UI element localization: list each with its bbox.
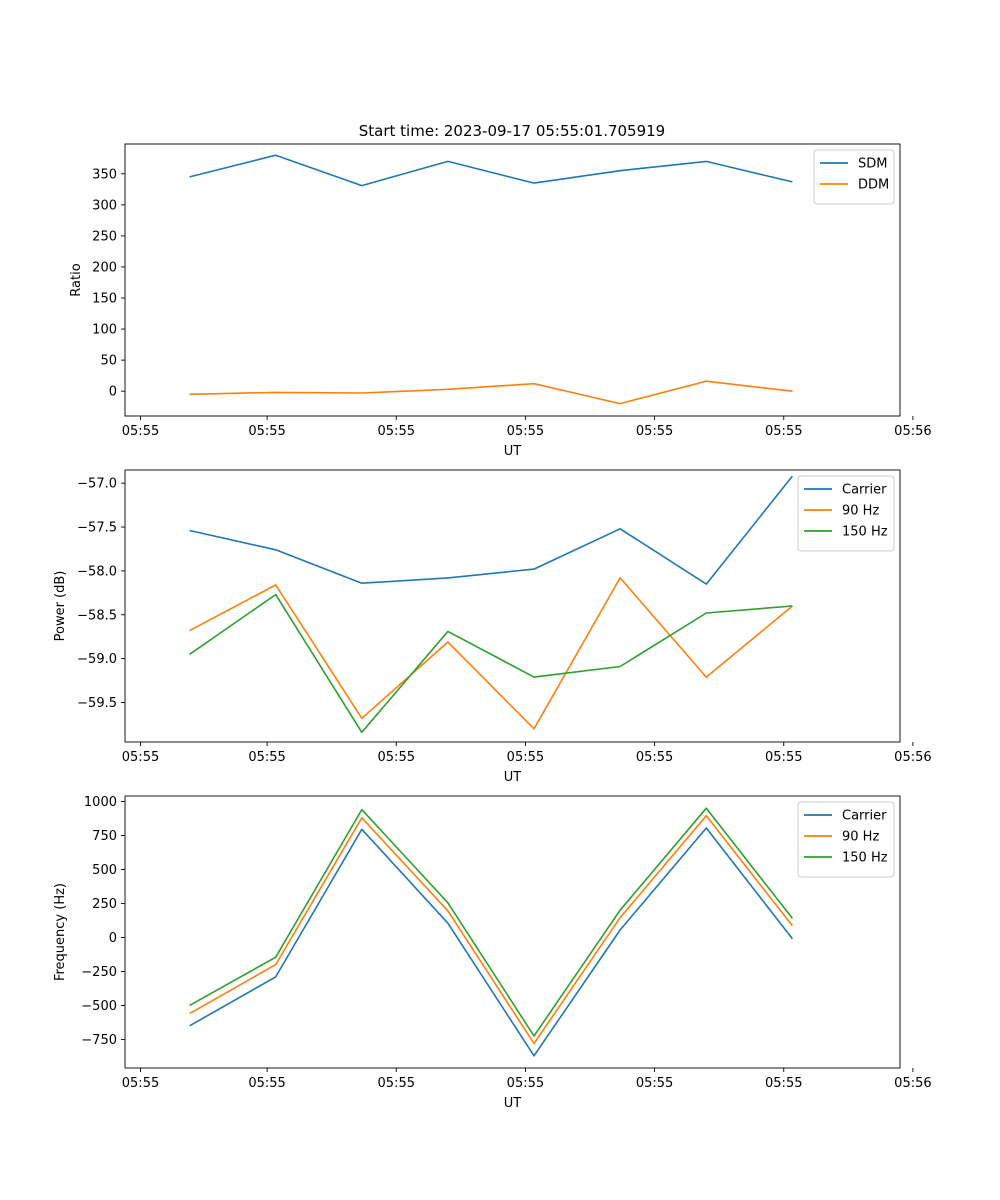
chart-3-x-tick-label: 05:55	[636, 1076, 673, 1091]
chart-1-x-tick-label: 05:55	[378, 424, 415, 439]
chart-1-y-tick-label: 150	[92, 292, 117, 307]
chart-2-y-tick-label: −57.5	[77, 521, 117, 536]
chart-3-axes: 05:55 05:55 05:55 05:55 05:55 05:55 05:56 −750 −…	[53, 795, 932, 1111]
chart-3-y-tick-label: 250	[92, 897, 117, 912]
chart-2-x-tick-label: 05:55	[248, 750, 285, 765]
chart-1-axes: 05:55 05:55 05:55 05:55 05:55 05:55 05:56 0 50 10…	[69, 143, 932, 459]
chart-3-x-tick-label: 05:56	[894, 1076, 931, 1091]
chart-2-x-tick-label: 05:56	[894, 750, 931, 765]
chart-3-y-tick-label: 1000	[84, 795, 117, 810]
chart-1-x-tick-label: 05:55	[248, 424, 285, 439]
chart-3-y-tick-label: 750	[92, 829, 117, 844]
chart-1-legend: SDM DDM	[813, 149, 895, 205]
chart-1-x-tick-label: 05:55	[507, 424, 544, 439]
chart-3-legend-label: 150 Hz	[842, 851, 888, 866]
chart-1-y-tick-label: 200	[92, 260, 117, 275]
chart-1-frame	[124, 143, 901, 417]
chart-3-y-tick-label: −500	[81, 999, 117, 1014]
chart-3-legend: Carrier 90 Hz 150 Hz	[797, 801, 895, 878]
chart-3-legend-box	[797, 801, 895, 878]
chart-2-series-90-hz-line	[189, 577, 793, 730]
chart-1-x-tick-label: 05:56	[894, 424, 931, 439]
chart-2-legend-label: 90 Hz	[842, 504, 879, 519]
chart-1-y-tick-label: 50	[100, 354, 117, 369]
chart-2-y-tick-label: −57.0	[77, 477, 117, 492]
chart-3-legend-label: Carrier	[842, 809, 887, 824]
chart-1-x-axis-label: UT	[504, 444, 522, 459]
chart-3-legend-label: 90 Hz	[842, 830, 879, 845]
chart-1-y-tick-label: 250	[92, 229, 117, 244]
chart-2-x-axis-label: UT	[504, 770, 522, 785]
chart-2-series-carrier-line	[189, 475, 794, 585]
chart-2-y-axis-label: Power (dB)	[53, 571, 68, 642]
chart-2-x-tick-label: 05:55	[507, 750, 544, 765]
chart-3-x-tick-label: 05:55	[248, 1076, 285, 1091]
chart-2-legend: Carrier 90 Hz 150 Hz	[797, 475, 895, 552]
chart-3-y-tick-label: −750	[81, 1033, 117, 1048]
chart-1-series-ddm-line	[189, 380, 793, 405]
chart-2-series-150-hz-line	[189, 593, 793, 734]
chart-2-x-tick-label: 05:55	[636, 750, 673, 765]
chart-1-legend-label: DDM	[858, 178, 889, 193]
chart-2-x-tick-label: 05:55	[765, 750, 802, 765]
chart-3-x-tick-label: 05:55	[378, 1076, 415, 1091]
chart-1-x-tick-label: 05:55	[765, 424, 802, 439]
chart-1-x-tick-label: 05:55	[636, 424, 673, 439]
chart-1-legend-label: SDM	[858, 157, 887, 172]
chart-3-y-tick-label: 0	[109, 931, 117, 946]
chart-3-x-tick-label: 05:55	[507, 1076, 544, 1091]
chart-1-y-tick-label: 100	[92, 323, 117, 338]
chart-1-y-tick-label: 350	[92, 167, 117, 182]
chart-2-legend-box	[797, 475, 895, 552]
chart-3-series-90-hz-line	[189, 814, 794, 1045]
chart-3-series-150-hz-line	[189, 807, 794, 1037]
chart-1-x-tick-label: 05:55	[122, 424, 159, 439]
chart-2-legend-label: 150 Hz	[842, 525, 888, 540]
chart-1-series-sdm-line	[189, 154, 793, 187]
chart-3-x-tick-label: 05:55	[765, 1076, 802, 1091]
chart-1-y-axis-label: Ratio	[69, 263, 84, 296]
chart-3-frame	[124, 795, 901, 1069]
chart-2-y-tick-label: −58.5	[77, 608, 117, 623]
chart-3-y-tick-label: 500	[92, 863, 117, 878]
charts-container: 05:55 05:55 05:55 05:55 05:55 05:55 05:56 0 50 10…	[53, 143, 932, 1111]
chart-2-axes: 05:55 05:55 05:55 05:55 05:55 05:55 05:56 −59.5…	[53, 469, 932, 785]
chart-3-x-axis-label: UT	[504, 1096, 522, 1111]
chart-2-frame	[124, 469, 901, 743]
chart-2-y-tick-label: −58.0	[77, 564, 117, 579]
chart-3-y-axis-label: Frequency (Hz)	[53, 883, 68, 981]
chart-2-legend-label: Carrier	[842, 483, 887, 498]
chart-3-y-tick-label: −250	[81, 965, 117, 980]
chart-1-y-tick-label: 0	[109, 385, 117, 400]
chart-2-y-tick-label: −59.0	[77, 652, 117, 667]
chart-1-y-tick-label: 300	[92, 198, 117, 213]
chart-3-series-carrier-line	[189, 827, 794, 1057]
chart-3-x-tick-label: 05:55	[122, 1076, 159, 1091]
chart-2-x-tick-label: 05:55	[378, 750, 415, 765]
chart-2-x-tick-label: 05:55	[122, 750, 159, 765]
chart-2-y-tick-label: −59.5	[77, 696, 117, 711]
figure-title: Start time: 2023-09-17 05:55:01.705919	[359, 122, 665, 140]
